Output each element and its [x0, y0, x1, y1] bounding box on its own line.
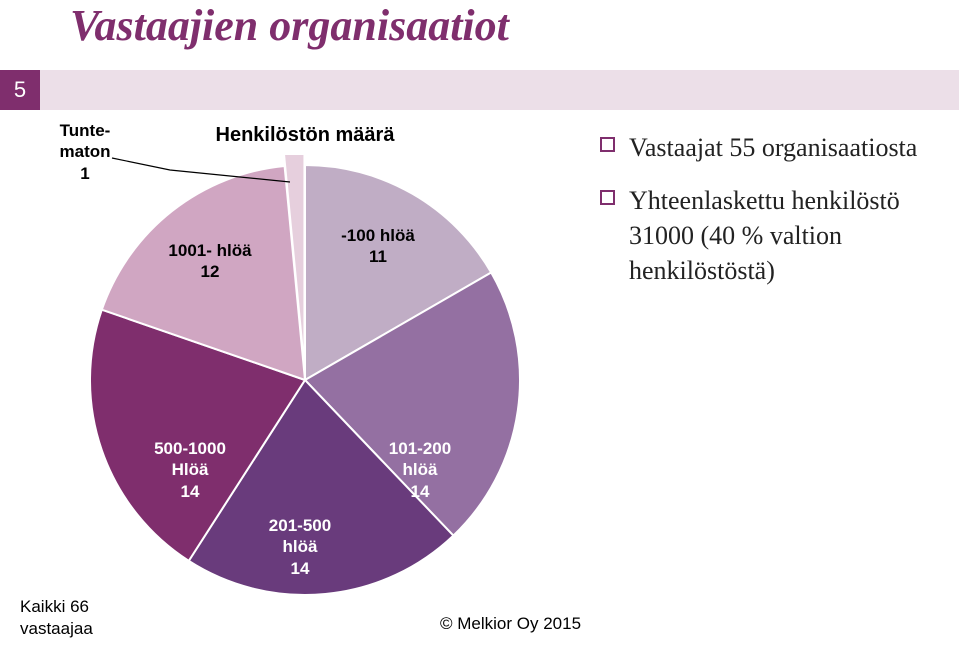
page: Vastaajien organisaatiot 5 Henkilöstön m… — [0, 0, 959, 650]
title-bar — [40, 70, 959, 110]
bullet-item: Yhteenlaskettu henkilöstö 31000 (40 % va… — [600, 183, 940, 288]
slice-label-101-200: 101-200 hlöä 14 — [375, 438, 465, 502]
bullet-text: Vastaajat 55 organisaatiosta — [629, 130, 917, 165]
page-title: Vastaajien organisaatiot — [70, 0, 509, 51]
slice-label-under100: -100 hlöä 11 — [328, 225, 428, 268]
bullet-text: Yhteenlaskettu henkilöstö 31000 (40 % va… — [629, 183, 940, 288]
bullet-icon — [600, 190, 615, 205]
slice-label-500-1000: 500-1000 Hlöä 14 — [140, 438, 240, 502]
bullet-item: Vastaajat 55 organisaatiosta — [600, 130, 940, 165]
bullet-icon — [600, 137, 615, 152]
slice-label-1001plus: 1001- hlöä 12 — [155, 240, 265, 283]
leader-line-unknown — [112, 158, 290, 182]
slice-label-unknown: Tunte- maton 1 — [50, 120, 120, 184]
content-area: Henkilöstön määrä -100 hlöä 11101-200 hl… — [0, 110, 959, 650]
bullet-list: Vastaajat 55 organisaatiosta Yhteenlasket… — [600, 130, 940, 306]
pie-chart: Henkilöstön määrä -100 hlöä 11101-200 hl… — [40, 110, 570, 630]
footer-right: © Melkior Oy 2015 — [440, 614, 581, 634]
footer-left: Kaikki 66 vastaajaa — [20, 596, 93, 640]
slice-label-201-500: 201-500 hlöä 14 — [255, 515, 345, 579]
slide-number-badge: 5 — [0, 70, 40, 110]
